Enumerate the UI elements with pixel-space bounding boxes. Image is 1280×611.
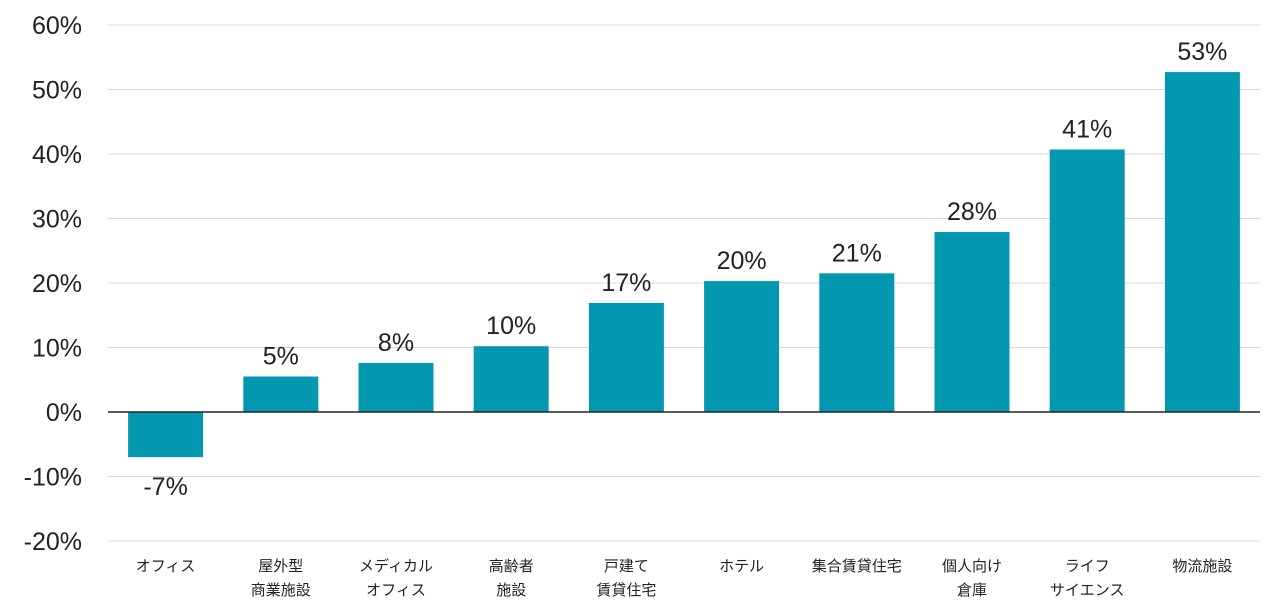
category-label: ホテル — [719, 557, 764, 575]
category-label: 戸建て — [604, 557, 649, 575]
y-tick-label: 0% — [46, 399, 82, 427]
category-label: 高齢者 — [489, 557, 534, 575]
bar — [588, 302, 664, 412]
data-label: 41% — [1062, 115, 1112, 143]
y-tick-label: 30% — [32, 206, 82, 234]
category-label: オフィス — [366, 581, 426, 599]
data-label: 53% — [1177, 38, 1227, 66]
y-tick-label: -20% — [24, 528, 82, 556]
category-label: 屋外型 — [258, 557, 303, 575]
category-label: ライフ — [1065, 557, 1110, 575]
data-label: 21% — [832, 239, 882, 267]
bar — [1049, 149, 1125, 413]
category-label: 施設 — [496, 581, 526, 599]
gridlines — [108, 24, 1260, 542]
data-label: 28% — [947, 198, 997, 226]
category-label: 賃貸住宅 — [596, 581, 656, 599]
y-tick-label: 10% — [32, 335, 82, 363]
bar — [1164, 72, 1240, 413]
y-tick-label: -10% — [24, 464, 82, 492]
bar — [128, 412, 204, 458]
category-label: 個人向け — [942, 557, 1002, 575]
category-label: 物流施設 — [1172, 557, 1232, 575]
bar — [358, 362, 434, 412]
y-tick-label: 40% — [32, 141, 82, 169]
category-label: サイエンス — [1050, 581, 1125, 599]
data-label: 10% — [486, 312, 536, 340]
data-label: 20% — [717, 247, 767, 275]
y-tick-label: 60% — [32, 12, 82, 40]
y-tick-label: 50% — [32, 77, 82, 105]
y-axis-tick-labels: -20% -10% 0% 10% 20% 30% 40% 50% 60% — [24, 12, 82, 556]
bar — [473, 346, 549, 412]
data-label: -7% — [143, 473, 187, 501]
bar — [243, 376, 319, 412]
category-label: 集合賃貸住宅 — [812, 557, 902, 575]
data-labels: -7% 5% 8% 10% 17% 20% 21% 28% 41% 53% — [143, 38, 1227, 501]
category-label: 商業施設 — [251, 581, 311, 599]
bar — [934, 232, 1010, 412]
category-label: メディカル — [359, 557, 433, 575]
bar — [704, 281, 780, 412]
category-label: 倉庫 — [957, 581, 987, 599]
bars — [128, 72, 1240, 458]
y-tick-label: 20% — [32, 270, 82, 298]
category-label: オフィス — [136, 557, 196, 575]
data-label: 8% — [378, 329, 414, 357]
data-label: 17% — [601, 269, 651, 297]
bar — [819, 273, 895, 412]
data-label: 5% — [263, 343, 299, 371]
